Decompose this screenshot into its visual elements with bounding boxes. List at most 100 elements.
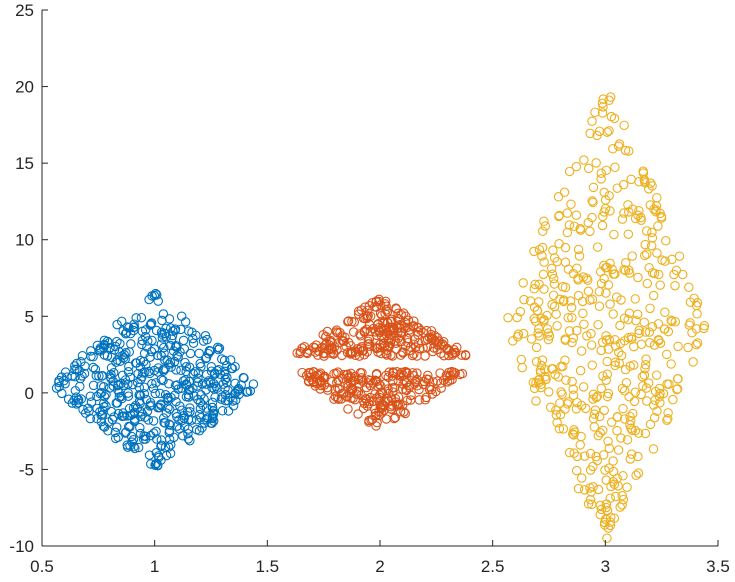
data-point-series-2	[381, 414, 392, 424]
data-point-series-3	[553, 192, 564, 202]
data-point-series-3	[585, 128, 595, 139]
data-point-series-1	[88, 352, 98, 362]
data-point-series-3	[529, 383, 540, 394]
data-point-series-3	[550, 369, 560, 380]
data-point-series-3	[554, 423, 565, 434]
data-point-series-3	[593, 319, 603, 330]
data-point-series-1	[139, 382, 150, 393]
data-point-series-1	[133, 442, 144, 453]
data-point-series-1	[146, 459, 156, 469]
data-point-series-2	[335, 327, 345, 338]
data-point-series-3	[628, 360, 639, 370]
data-point-series-2	[327, 376, 337, 387]
data-point-series-3	[585, 226, 595, 237]
data-point-series-1	[191, 330, 201, 341]
data-point-series-2	[392, 401, 402, 411]
data-point-series-3	[625, 415, 636, 426]
data-point-series-3	[585, 448, 596, 459]
data-point-series-3	[642, 278, 653, 289]
data-point-series-1	[98, 398, 109, 409]
data-point-series-3	[663, 408, 673, 418]
data-point-series-2	[426, 384, 437, 395]
data-point-series-3	[538, 226, 548, 236]
data-point-series-3	[531, 396, 541, 406]
data-point-series-3	[576, 473, 587, 483]
data-point-series-1	[57, 388, 67, 399]
data-point-series-1	[242, 387, 253, 397]
data-point-series-3	[531, 342, 542, 353]
data-point-series-1	[180, 317, 191, 327]
data-point-series-1	[190, 367, 200, 377]
data-point-series-1	[127, 437, 137, 447]
data-point-series-3	[614, 139, 625, 149]
data-point-series-2	[349, 375, 360, 385]
data-point-series-3	[519, 294, 529, 305]
data-point-series-1	[85, 391, 96, 401]
data-point-series-1	[154, 452, 164, 463]
data-point-series-3	[534, 375, 544, 385]
data-point-series-3	[534, 244, 545, 255]
data-point-series-1	[129, 441, 139, 452]
data-point-series-3	[568, 268, 579, 279]
data-point-series-2	[393, 399, 404, 410]
data-point-series-3	[601, 165, 612, 176]
data-point-series-3	[556, 387, 566, 397]
data-point-series-3	[598, 450, 609, 460]
data-point-series-3	[575, 365, 586, 376]
data-point-series-3	[578, 308, 588, 319]
data-point-series-2	[414, 395, 425, 405]
data-point-series-1	[162, 355, 172, 365]
data-point-series-2	[384, 396, 394, 406]
data-point-series-1	[95, 343, 106, 353]
data-point-series-2	[364, 301, 375, 311]
data-point-series-2	[387, 314, 397, 325]
data-point-series-2	[345, 348, 356, 358]
data-point-series-1	[135, 422, 145, 433]
data-point-series-3	[601, 375, 611, 385]
data-point-series-3	[583, 217, 594, 228]
data-point-series-3	[544, 331, 555, 341]
data-point-series-3	[566, 199, 576, 210]
data-point-series-3	[619, 386, 630, 396]
data-point-series-3	[558, 282, 568, 292]
data-point-series-3	[582, 273, 592, 284]
data-point-series-3	[573, 244, 584, 255]
y-tick-label: 10	[15, 231, 34, 250]
data-point-series-2	[370, 342, 380, 352]
data-point-series-3	[653, 269, 664, 280]
data-point-series-3	[631, 470, 641, 481]
data-point-series-2	[418, 343, 428, 353]
data-point-series-1	[96, 416, 107, 427]
data-point-series-1	[176, 324, 186, 335]
data-point-series-3	[565, 296, 576, 306]
data-point-series-1	[138, 368, 148, 378]
data-point-series-3	[559, 187, 570, 198]
data-point-series-3	[619, 414, 630, 424]
data-point-series-3	[548, 290, 559, 301]
data-point-series-1	[160, 418, 170, 428]
data-point-series-1	[118, 408, 128, 418]
data-point-series-1	[138, 434, 149, 445]
data-point-series-3	[567, 312, 577, 323]
data-point-series-3	[572, 263, 582, 274]
data-point-series-3	[592, 242, 603, 252]
data-point-series-3	[644, 263, 654, 273]
data-point-series-3	[601, 475, 612, 485]
data-point-series-3	[655, 280, 665, 290]
data-point-series-3	[672, 384, 683, 394]
data-point-series-3	[605, 520, 616, 531]
data-point-series-1	[164, 314, 175, 324]
data-point-series-1	[180, 357, 190, 368]
data-point-series-3	[660, 307, 670, 317]
data-point-series-3	[633, 428, 644, 438]
data-point-series-1	[222, 372, 232, 383]
data-point-series-1	[158, 309, 169, 319]
data-point-series-3	[612, 425, 622, 436]
data-point-series-3	[554, 239, 564, 249]
data-point-series-3	[567, 337, 577, 348]
data-point-series-1	[129, 416, 140, 427]
data-point-series-2	[392, 313, 403, 324]
data-point-series-3	[574, 251, 585, 261]
data-point-series-3	[625, 411, 635, 422]
data-point-series-3	[580, 403, 591, 414]
